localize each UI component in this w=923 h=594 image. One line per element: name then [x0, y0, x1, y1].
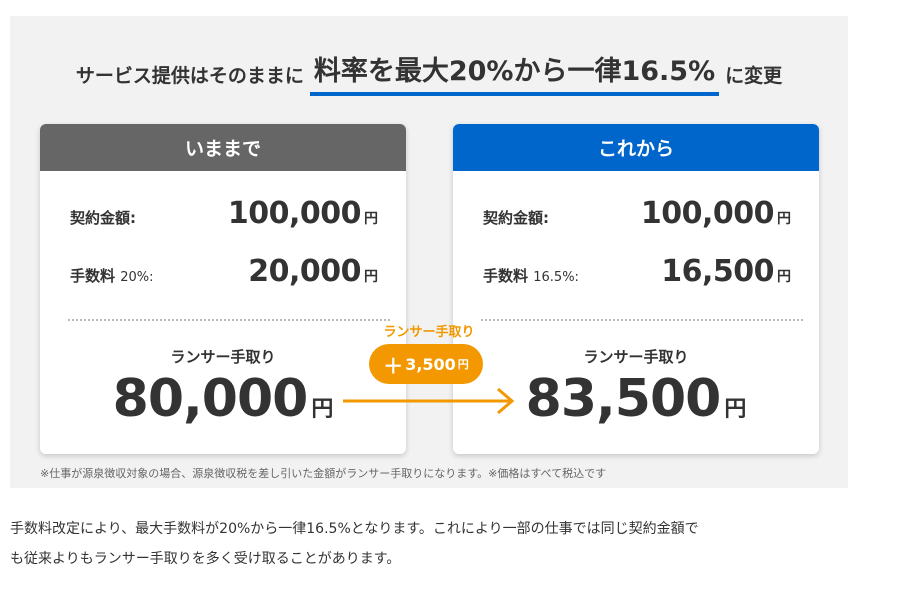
after-divider	[481, 319, 803, 321]
before-divider	[68, 319, 390, 321]
before-fee-label: 手数料	[70, 267, 116, 285]
after-takehome-amount: 83,500	[525, 369, 722, 429]
before-card: いままで 契約金額: 100,000 円 手数料 20%: 20,000 円 ランサ…	[40, 124, 406, 454]
after-fee-unit: 円	[777, 269, 791, 285]
after-contract-unit: 円	[777, 211, 791, 227]
arrow-right-icon	[343, 387, 515, 415]
before-contract-amount: 100,000	[227, 196, 362, 231]
before-fee-row: 手数料 20%: 20,000 円	[70, 254, 378, 289]
before-takehome-amount: 80,000	[112, 369, 309, 429]
description: 手数料改定により、最大手数料が20%から一律16.5%となります。これにより一部…	[10, 514, 860, 574]
headline: サービス提供はそのままに 料率を最大20%から一律16.5% に変更	[0, 52, 858, 96]
after-card: これから 契約金額: 100,000 円 手数料 16.5%: 16,500 円 ラ…	[453, 124, 819, 454]
before-contract-unit: 円	[364, 211, 378, 227]
before-card-header: いままで	[40, 124, 406, 171]
after-fee-amount: 16,500	[661, 254, 774, 289]
after-fee-row: 手数料 16.5%: 16,500 円	[483, 254, 791, 289]
after-fee-label: 手数料	[483, 267, 529, 285]
difference-badge: ＋ 3,500 円	[369, 344, 483, 384]
before-takehome-label: ランサー手取り	[170, 348, 276, 366]
difference-unit: 円	[457, 358, 469, 371]
before-contract-label: 契約金額:	[70, 209, 136, 227]
before-fee-pct: 20%:	[120, 270, 154, 285]
before-fee-unit: 円	[364, 269, 378, 285]
before-takehome-unit: 円	[311, 397, 334, 422]
after-contract-row: 契約金額: 100,000 円	[483, 196, 791, 231]
difference-amount: 3,500	[405, 354, 456, 374]
after-takehome-unit: 円	[724, 397, 747, 422]
difference-caption: ランサー手取り	[383, 325, 475, 340]
headline-suffix: に変更	[725, 65, 783, 87]
after-contract-label: 契約金額:	[483, 209, 549, 227]
before-takehome-value: 80,000 円	[40, 369, 406, 429]
after-takehome-value: 83,500 円	[453, 369, 819, 429]
after-card-header: これから	[453, 124, 819, 171]
after-contract-amount: 100,000	[640, 196, 775, 231]
after-fee-pct: 16.5%:	[533, 270, 579, 285]
description-line-2: も従来よりもランサー手取りを多く受け取ることがあります。	[10, 551, 401, 567]
headline-prefix: サービス提供はそのままに	[75, 65, 304, 87]
before-contract-row: 契約金額: 100,000 円	[70, 196, 378, 231]
footnote: ※仕事が源泉徴収対象の場合、源泉徴収税を差し引いた金額がランサー手取りになります…	[40, 467, 607, 480]
difference-sign: ＋	[383, 353, 404, 378]
before-fee-amount: 20,000	[248, 254, 361, 289]
description-line-1: 手数料改定により、最大手数料が20%から一律16.5%となります。これにより一部…	[10, 521, 699, 537]
headline-highlight: 料率を最大20%から一律16.5%	[309, 49, 720, 96]
after-takehome-label: ランサー手取り	[583, 348, 689, 366]
